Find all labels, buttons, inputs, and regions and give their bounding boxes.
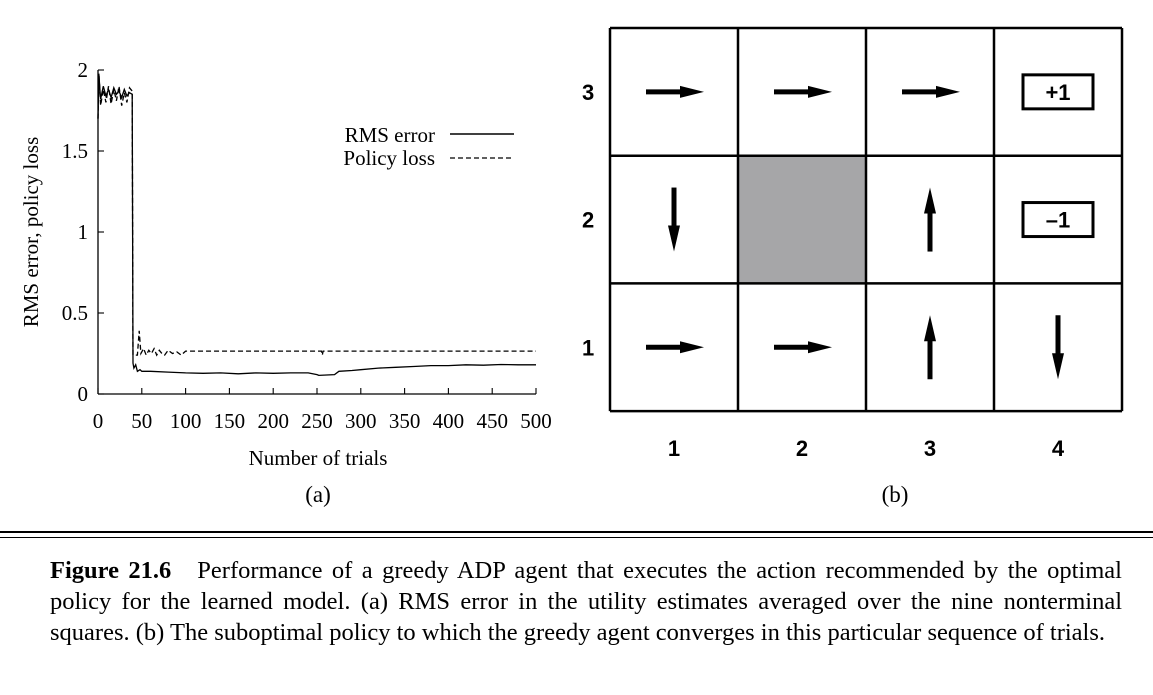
rms-chart: 00.511.520 50 100 150 200 250 300 350 400 450 500 …: [19, 58, 552, 507]
row-label: 2: [582, 208, 594, 233]
terminal-plus-one: +1: [1021, 73, 1095, 111]
y-tick-label: 0.5: [62, 301, 88, 325]
svg-text:+1: +1: [1045, 80, 1070, 105]
figure-caption: Figure 21.6 Performance of a greedy ADP a…: [50, 555, 1122, 648]
x-tick-label: 400: [433, 409, 465, 433]
arrow-up-icon: [924, 187, 936, 252]
y-axis-label: RMS error, policy loss: [19, 137, 43, 328]
x-tick-label: 200: [257, 409, 289, 433]
x-tick-label: 150: [214, 409, 246, 433]
x-tick-label: 50: [131, 409, 152, 433]
arrow-right-icon: [902, 85, 960, 98]
y-tick-label: 0: [78, 382, 89, 406]
x-tick-label: 300: [345, 409, 377, 433]
terminal-minus-one: –1: [1021, 201, 1095, 239]
caption-text: Performance of a greedy ADP agent that e…: [50, 557, 1122, 646]
x-tick-label: 250: [301, 409, 333, 433]
x-tick-label: 500: [520, 409, 552, 433]
row-label: 1: [582, 335, 594, 360]
y-tick-label: 1.5: [62, 139, 88, 163]
caption-rule-top: [0, 531, 1153, 533]
obstacle-cell: [738, 155, 866, 284]
arrow-right-icon: [646, 85, 704, 98]
row-label: 3: [582, 80, 594, 105]
x-tick-label: 450: [476, 409, 508, 433]
col-label: 2: [796, 436, 808, 461]
col-label: 3: [924, 436, 936, 461]
y-tick-label: 2: [78, 58, 89, 82]
svg-text:–1: –1: [1046, 208, 1070, 233]
legend-policy-label: Policy loss: [343, 146, 435, 170]
col-label: 4: [1052, 436, 1065, 461]
arrow-right-icon: [774, 341, 832, 354]
legend-rms-label: RMS error: [345, 123, 435, 147]
policy-grid: +1 –1 3 2 1 1 2 3 4 (b): [582, 26, 1124, 507]
arrow-down-icon: [1052, 315, 1064, 380]
x-tick-label: 350: [389, 409, 421, 433]
rms-error-line: [97, 74, 536, 377]
y-tick-label: 1: [78, 220, 89, 244]
x-tick-label: 0: [93, 409, 104, 433]
arrow-right-icon: [646, 341, 704, 354]
arrow-down-icon: [668, 187, 680, 252]
arrow-right-icon: [774, 85, 832, 98]
panel-a-sublabel: (a): [305, 482, 331, 507]
caption-rule-bottom: [0, 537, 1153, 538]
panel-b-sublabel: (b): [882, 482, 909, 507]
x-tick-label: 100: [170, 409, 202, 433]
figure-label: Figure 21.6: [50, 557, 172, 584]
policy-loss-line: [97, 73, 536, 357]
arrow-up-icon: [924, 315, 936, 380]
x-axis-label: Number of trials: [249, 446, 388, 470]
col-label: 1: [668, 436, 680, 461]
